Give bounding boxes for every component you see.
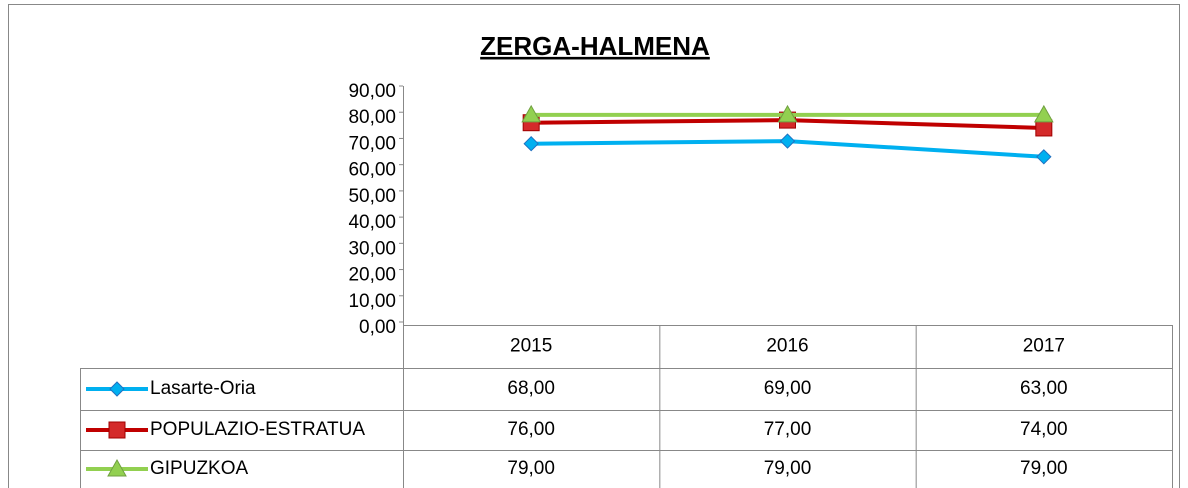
- y-tick-label: 10,00: [348, 291, 396, 312]
- legend-marker: [107, 458, 127, 477]
- marker: [1036, 149, 1052, 165]
- table-value: 63,00: [1020, 378, 1068, 399]
- x-tick-label: 2016: [766, 336, 808, 357]
- marker: [1033, 104, 1054, 123]
- marker: [523, 135, 539, 152]
- table-value: 79,00: [764, 458, 812, 479]
- y-tick-label: 20,00: [348, 265, 396, 286]
- x-tick-label: 2015: [510, 336, 552, 357]
- table-value: 74,00: [1020, 419, 1068, 440]
- legend-label: POPULAZIO-ESTRATUA: [150, 419, 365, 440]
- marker: [777, 104, 798, 123]
- table-value: 68,00: [507, 378, 555, 399]
- table-value: 79,00: [1020, 458, 1068, 479]
- y-tick-label: 40,00: [348, 212, 396, 233]
- y-tick-label: 60,00: [348, 160, 396, 181]
- marker: [521, 104, 542, 123]
- marker: [1035, 119, 1053, 137]
- table-value: 76,00: [507, 419, 555, 440]
- legend-label: Lasarte-Oria: [150, 378, 256, 399]
- marker: [779, 133, 796, 149]
- legend-marker: [109, 381, 125, 397]
- table-value: 79,00: [507, 458, 555, 479]
- chart-title: ZERGA-HALMENA: [480, 31, 710, 61]
- chart-border: [8, 4, 1180, 488]
- table-value: 69,00: [764, 378, 812, 399]
- y-tick-label: 90,00: [348, 81, 396, 102]
- x-tick-label: 2017: [1023, 336, 1065, 357]
- y-tick-label: 50,00: [348, 186, 396, 207]
- y-tick-label: 80,00: [348, 107, 396, 128]
- legend-label: GIPUZKOA: [150, 458, 249, 479]
- y-tick-label: 0,00: [359, 317, 396, 338]
- y-tick-label: 70,00: [348, 133, 396, 154]
- table-value: 77,00: [764, 419, 812, 440]
- y-tick-label: 30,00: [348, 238, 396, 259]
- legend-marker: [108, 421, 126, 439]
